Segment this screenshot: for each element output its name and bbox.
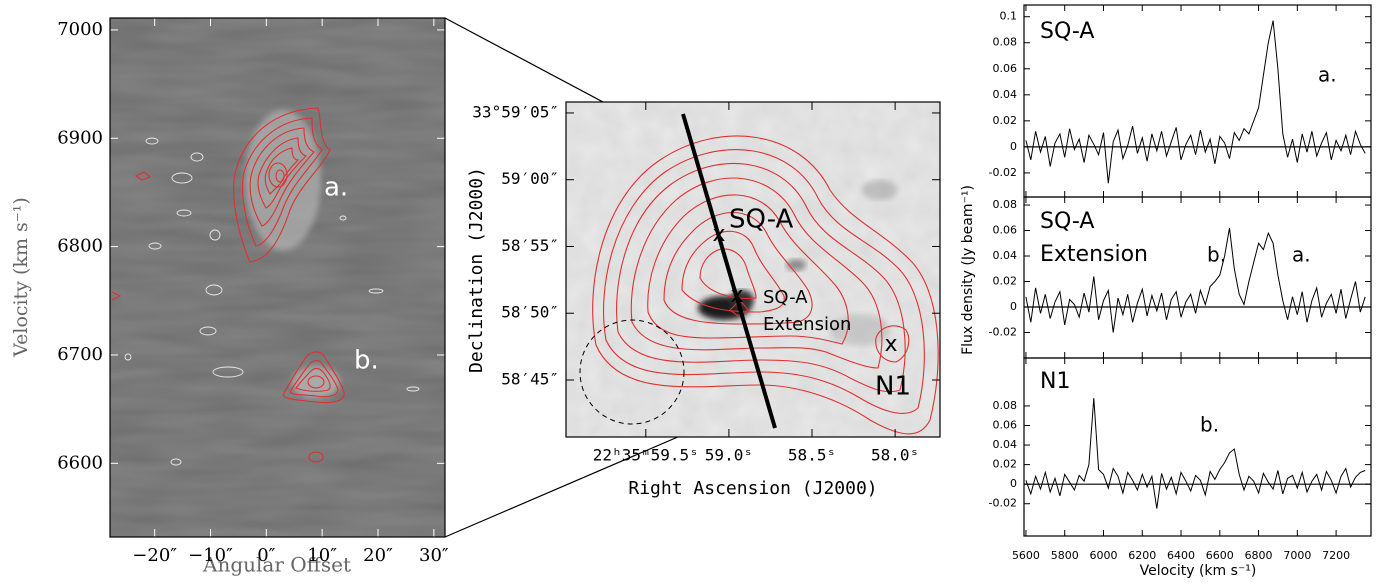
annotation: SQ-A	[729, 205, 794, 235]
y-tick-label: -0.02	[989, 497, 1017, 510]
x-tick-label: 5800	[1051, 549, 1079, 562]
axes: 0.08 0.06 0.04 0.02 0 -0.02	[989, 196, 1372, 359]
annotation: Extension	[763, 314, 851, 335]
y-tick-label: 0.08	[993, 399, 1018, 412]
x-tick-label: 6200	[1128, 549, 1156, 562]
y-tick-label: 6800	[57, 236, 103, 257]
y-tick-label: 59′00″	[501, 169, 559, 188]
x-tick-label: 7000	[1283, 549, 1311, 562]
panel-label: SQ-A	[1040, 19, 1094, 44]
sky-annotations: SQ-A SQ-A Extension N1 x x x	[712, 205, 911, 402]
pv-labels: Angular Offset Velocity (km s⁻¹) a. b.	[10, 173, 379, 577]
x-tick-label: 30″	[419, 545, 449, 566]
pv-image	[110, 18, 445, 537]
x-tick-label: 6800	[1245, 549, 1273, 562]
x-tick-label: 7200	[1322, 549, 1350, 562]
marker: x	[884, 332, 897, 357]
y-tick-label: -0.02	[989, 166, 1017, 179]
annotation: SQ-A	[763, 287, 808, 308]
marker: x	[730, 283, 743, 308]
y-tick-label: 0.06	[993, 418, 1018, 431]
y-axis-label: Declination (J2000)	[466, 167, 487, 373]
x-tick-label: 22ʰ35ᵐ59.5ˢ	[593, 446, 699, 465]
x-tick-label: 5600	[1012, 549, 1040, 562]
y-tick-label: 33°59′05″	[472, 102, 559, 121]
annotation: a.	[1318, 63, 1337, 87]
panel-label: N1	[1040, 369, 1070, 394]
negative-contours	[124, 137, 420, 466]
y-axis-label: Velocity (km s⁻¹)	[10, 197, 32, 358]
annotation: b.	[354, 346, 379, 376]
x-tick-label: −10″	[188, 545, 233, 566]
x-tick-label: −20″	[132, 545, 177, 566]
panel-label: Extension	[1040, 242, 1148, 267]
y-tick-label: 6600	[57, 452, 103, 473]
spectrum-line	[1025, 20, 1366, 184]
x-tick-label: 0″	[257, 545, 275, 566]
y-tick-label: 58′50″	[501, 303, 559, 322]
y-tick-label: 0.04	[993, 249, 1018, 262]
y-tick-label: 0.06	[993, 62, 1018, 75]
beam	[579, 319, 685, 425]
annotation: a.	[1292, 243, 1311, 267]
spectra-labels: SQ-A a. SQ-A Extension b. a. Flux densit…	[960, 19, 1337, 579]
y-tick-label: 0	[1010, 477, 1017, 490]
contours	[111, 107, 345, 463]
y-tick-label: -0.02	[989, 326, 1017, 339]
x-tick-label: 58.5ˢ	[788, 446, 836, 465]
annotation: a.	[324, 173, 348, 203]
annotation: N1	[875, 372, 911, 402]
axes: 6600 6700 6800 6900 7000 −20″ −10″ 0″ 10″ 20″ 30″	[57, 17, 449, 566]
slit	[681, 113, 777, 429]
y-tick-label: 0.04	[993, 438, 1018, 451]
contours	[592, 135, 939, 435]
x-axis-label: Right Ascension (J2000)	[628, 478, 877, 499]
y-tick-label: 58′45″	[501, 369, 559, 388]
y-tick-label: 0.1	[1000, 10, 1018, 23]
plot-frame	[565, 101, 941, 438]
y-tick-label: 0.02	[993, 275, 1018, 288]
y-tick-label: 0.06	[993, 224, 1018, 237]
annotation: b.	[1207, 243, 1226, 267]
y-tick-label: 6700	[57, 344, 103, 365]
y-tick-label: 0.02	[993, 114, 1018, 127]
y-tick-label: 6900	[57, 127, 103, 148]
y-tick-label: 0	[1010, 300, 1017, 313]
annotation: b.	[1200, 413, 1219, 437]
y-tick-label: 7000	[57, 19, 103, 40]
x-tick-label: 58.0ˢ	[871, 446, 919, 465]
y-axis-label: Flux density (Jy beam⁻¹)	[960, 185, 976, 355]
y-tick-label: 0.08	[993, 36, 1018, 49]
y-tick-label: 0	[1010, 140, 1017, 153]
x-tick-label: 6400	[1167, 549, 1195, 562]
x-tick-label: 10″	[307, 545, 337, 566]
axes: 33°59′05″ 59′00″ 58′55″ 58′50″ 58′45″ 22ʰ35ᵐ5…	[472, 101, 941, 465]
axes: 0.08 0.06 0.04 0.02 0 -0.02 5600 5800 6000 6200 64…	[989, 357, 1372, 562]
x-axis-label: Velocity (km s⁻¹)	[1140, 563, 1257, 579]
spectrum-line	[1025, 227, 1366, 333]
marker: x	[712, 222, 725, 247]
sky-labels: Right Ascension (J2000) Declination (J20…	[466, 167, 878, 499]
x-tick-label: 59.0ˢ	[705, 446, 753, 465]
plot-frame	[109, 17, 446, 538]
y-tick-label: 0.08	[993, 198, 1018, 211]
x-axis-label: Angular Offset	[202, 553, 351, 577]
y-tick-label: 58′55″	[501, 236, 559, 255]
y-tick-label: 0.04	[993, 88, 1018, 101]
x-tick-label: 20″	[363, 545, 393, 566]
panel-label: SQ-A	[1040, 209, 1094, 234]
x-tick-label: 6000	[1089, 549, 1117, 562]
spectrum-line	[1025, 398, 1366, 509]
y-tick-label: 0.02	[993, 458, 1018, 471]
x-tick-label: 6600	[1206, 549, 1234, 562]
sky-image	[566, 102, 940, 437]
plot-frame	[1023, 357, 1372, 537]
